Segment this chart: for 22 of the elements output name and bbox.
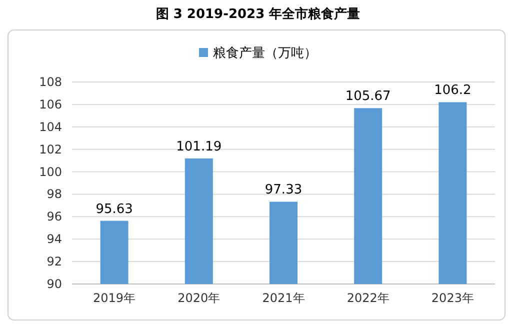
y-tick-label: 102 bbox=[39, 142, 62, 156]
x-tick-label: 2020年 bbox=[178, 291, 220, 305]
y-tick-label: 94 bbox=[46, 232, 62, 246]
data-label: 106.2 bbox=[434, 83, 472, 98]
x-tick-label: 2023年 bbox=[431, 291, 474, 305]
chart-title: 图 3 2019-2023 年全市粮食产量 bbox=[156, 6, 360, 22]
y-tick-label: 106 bbox=[39, 97, 62, 112]
data-label: 97.33 bbox=[264, 182, 302, 198]
y-tick-label: 96 bbox=[46, 210, 62, 224]
legend-label: 粮食产量（万吨） bbox=[213, 46, 317, 61]
y-tick-label: 104 bbox=[39, 120, 62, 134]
y-tick-label: 98 bbox=[46, 187, 62, 202]
y-tick-label: 90 bbox=[46, 277, 62, 291]
y-tick-label: 92 bbox=[46, 254, 62, 269]
data-label: 101.19 bbox=[176, 139, 222, 154]
x-tick-label: 2019年 bbox=[93, 291, 136, 305]
x-tick-label: 2021年 bbox=[262, 291, 305, 305]
x-tick-label: 2022年 bbox=[346, 291, 390, 305]
data-label: 105.67 bbox=[345, 89, 391, 104]
data-label: 95.63 bbox=[96, 202, 133, 217]
y-tick-label: 108 bbox=[39, 75, 62, 89]
y-tick-label: 100 bbox=[39, 164, 62, 179]
